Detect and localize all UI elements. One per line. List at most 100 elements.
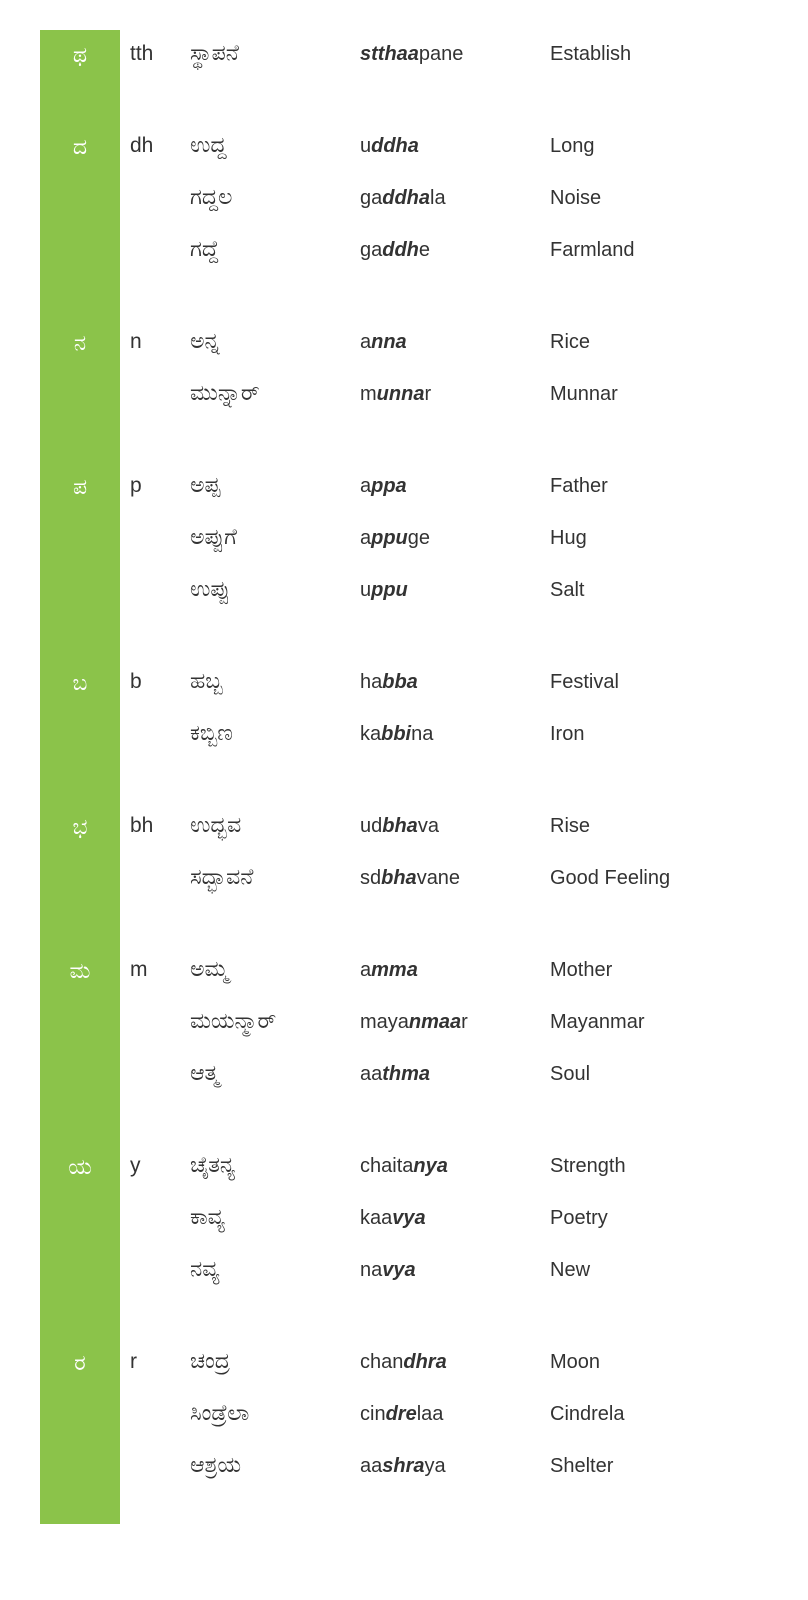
kannada-word: ಅಪ್ಪ (190, 462, 360, 498)
kannada-letter: ಭ (40, 802, 120, 946)
english-meaning: New (550, 1249, 768, 1282)
translit-segment: r (461, 1011, 468, 1033)
translit-bold-segment: bha (381, 867, 417, 889)
translit-segment: maya (360, 1011, 409, 1033)
transliteration: mayanmaar (360, 1001, 550, 1034)
word-row: ಗದ್ದೆgaddheFarmland (190, 226, 768, 268)
translit-segment: ud (360, 815, 382, 837)
consonant-group: ಬbಹಬ್ಬhabbaFestivalಕಬ್ಬಿಣkabbinaIron (40, 658, 768, 802)
kannada-word: ಹಬ್ಬ (190, 658, 360, 694)
kannada-word: ಉದ್ಭವ (190, 802, 360, 838)
translit-segment: va (418, 815, 439, 837)
transliteration: anna (360, 321, 550, 354)
translit-segment: ya (425, 1455, 446, 1477)
word-list: ಚೈತನ್ಯchaitanyaStrengthಕಾವ್ಯkaavyaPoetry… (190, 1142, 768, 1338)
translit-bold-segment: mma (371, 959, 418, 981)
kannada-word: ನವ್ಯ (190, 1246, 360, 1282)
english-meaning: Rice (550, 321, 768, 354)
word-row: ಸದ್ಭಾವನೆsdbhavaneGood Feeling (190, 854, 768, 896)
kannada-word: ಉದ್ದ (190, 122, 360, 158)
english-meaning: Mother (550, 949, 768, 982)
kannada-letter: ನ (40, 318, 120, 462)
translit-segment: laa (417, 1403, 444, 1425)
roman-letter: n (120, 318, 190, 354)
kannada-word: ಅನ್ನ (190, 318, 360, 354)
word-list: ಅಮ್ಮammaMotherಮಯನ್ಮಾರ್mayanmaarMayanmarಆ… (190, 946, 768, 1142)
transliteration: kabbina (360, 713, 550, 746)
english-meaning: Munnar (550, 373, 768, 406)
kannada-letter: ದ (40, 122, 120, 318)
translit-segment: ga (360, 239, 382, 261)
translit-segment: ga (360, 187, 382, 209)
kannada-letter: ಪ (40, 462, 120, 658)
kannada-letter: ಬ (40, 658, 120, 802)
transliteration: uddha (360, 125, 550, 158)
word-row: ಅಪ್ಪappaFather (190, 462, 768, 504)
word-list: ಉದ್ದuddhaLongಗದ್ದಲgaddhalaNoiseಗದ್ದೆgadd… (190, 122, 768, 318)
word-row: ಗದ್ದಲgaddhalaNoise (190, 174, 768, 216)
transliteration: chandhra (360, 1341, 550, 1374)
kannada-word: ಗದ್ದಲ (190, 174, 360, 210)
roman-letter: y (120, 1142, 190, 1178)
transliteration: gaddhe (360, 229, 550, 262)
roman-letter: dh (120, 122, 190, 158)
english-meaning: Rise (550, 805, 768, 838)
translit-bold-segment: ddh (382, 239, 419, 261)
translit-bold-segment: ppa (371, 475, 407, 497)
translit-segment: aa (360, 1063, 382, 1085)
transliteration: chaitanya (360, 1145, 550, 1178)
translit-segment: m (360, 383, 377, 405)
kannada-word: ಉಪ್ಪು (190, 566, 360, 602)
english-meaning: Festival (550, 661, 768, 694)
translit-bold-segment: ddha (382, 187, 430, 209)
transliteration: kaavya (360, 1197, 550, 1230)
roman-letter: p (120, 462, 190, 498)
translit-segment: vane (417, 867, 460, 889)
translit-segment: a (360, 475, 371, 497)
word-list: ಹಬ್ಬhabbaFestivalಕಬ್ಬಿಣkabbinaIron (190, 658, 768, 802)
translit-bold-segment: ppu (371, 527, 408, 549)
translit-bold-segment: vya (382, 1259, 415, 1281)
word-row: ಅನ್ನannaRice (190, 318, 768, 360)
translit-segment: pane (419, 43, 464, 65)
consonant-group: ದdhಉದ್ದuddhaLongಗದ್ದಲgaddhalaNoiseಗದ್ದೆg… (40, 122, 768, 318)
translit-segment: u (360, 579, 371, 601)
kannada-word: ಸದ್ಭಾವನೆ (190, 854, 360, 890)
english-meaning: Farmland (550, 229, 768, 262)
kannada-word: ಮುನ್ನಾರ್ (190, 370, 360, 406)
translit-segment: ka (360, 723, 381, 745)
transliteration: munnar (360, 373, 550, 406)
kannada-word: ಅಮ್ಮ (190, 946, 360, 982)
english-meaning: Noise (550, 177, 768, 210)
english-meaning: Hug (550, 517, 768, 550)
consonant-group: ಥtthಸ್ಥಾಪನೆstthaapaneEstablish (40, 30, 768, 122)
kannada-word: ಆತ್ಮ (190, 1050, 360, 1086)
consonant-group: ರrಚಂದ್ರchandhraMoonಸಿಂಡ್ರೆಲಾcindrelaaCin… (40, 1338, 768, 1524)
transliteration: gaddhala (360, 177, 550, 210)
kannada-letter: ಯ (40, 1142, 120, 1338)
english-meaning: Poetry (550, 1197, 768, 1230)
kannada-letter: ಥ (40, 30, 120, 122)
english-meaning: Good Feeling (550, 857, 768, 890)
translit-bold-segment: nya (413, 1155, 447, 1177)
transliteration: aathma (360, 1053, 550, 1086)
english-meaning: Mayanmar (550, 1001, 768, 1034)
word-row: ಚಂದ್ರchandhraMoon (190, 1338, 768, 1380)
translit-bold-segment: ddha (371, 135, 419, 157)
translit-segment: la (430, 187, 446, 209)
english-meaning: Cindrela (550, 1393, 768, 1426)
kannada-word: ಕಬ್ಬಿಣ (190, 710, 360, 746)
translit-bold-segment: bba (382, 671, 418, 693)
word-row: ಆಶ್ರಯaashrayaShelter (190, 1442, 768, 1484)
translit-segment: cin (360, 1403, 386, 1425)
word-row: ಉಪ್ಪುuppuSalt (190, 566, 768, 608)
consonant-group: ಪpಅಪ್ಪappaFatherಅಪ್ಪುಗೆappugeHugಉಪ್ಪುupp… (40, 462, 768, 658)
translit-segment: kaa (360, 1207, 392, 1229)
word-list: ಸ್ಥಾಪನೆstthaapaneEstablish (190, 30, 768, 122)
transliteration: sdbhavane (360, 857, 550, 890)
english-meaning: Long (550, 125, 768, 158)
kannada-word: ಅಪ್ಪುಗೆ (190, 514, 360, 550)
english-meaning: Salt (550, 569, 768, 602)
word-row: ಕಬ್ಬಿಣkabbinaIron (190, 710, 768, 752)
word-row: ಹಬ್ಬhabbaFestival (190, 658, 768, 700)
